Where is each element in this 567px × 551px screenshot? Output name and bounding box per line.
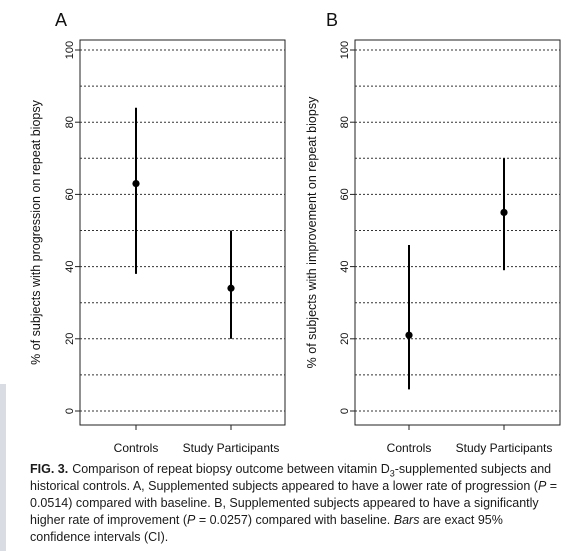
y-tick-label: 100 [64,41,76,59]
point-estimate [227,284,235,292]
caption-text-2: -supplemented subjects and historical co… [30,462,552,493]
caption-bars: Bars [393,513,420,527]
x-tick-label: Study Participants [183,441,280,455]
caption-p-2: P [187,513,196,527]
y-tick-label: 60 [64,188,76,200]
x-tick-label: Study Participants [456,441,553,455]
figure-caption: FIG. 3. Comparison of repeat biopsy outco… [30,461,560,546]
side-strip [0,384,6,551]
y-tick-label: 100 [339,41,351,59]
panel-a: A 0 20 40 60 80 100 % of subjects with progress… [29,10,286,455]
y-tick-label: 20 [339,333,351,345]
panel-letter: A [55,10,67,30]
y-tick-label: 40 [339,260,351,272]
y-tick-label: 0 [339,408,351,414]
y-tick-label: 40 [64,260,76,272]
figure: A 0 20 40 60 80 100 % of subjects with progress… [29,10,561,455]
caption-sub-1: 3 [389,468,395,479]
y-tick-label: 80 [339,116,351,128]
caption-text-5: are exact 95% confidence intervals (CI). [30,513,503,544]
caption-text-3: = 0.0514) compared with baseline. B, Sup… [30,479,558,527]
x-tick-label: Controls [387,441,432,455]
x-tick-label: Controls [114,441,159,455]
caption-text-4: = 0.0257) compared with baseline. [195,513,394,527]
y-tick-label: 80 [64,116,76,128]
caption-p-1: P [537,479,547,493]
panel-letter: B [326,10,338,30]
panel-b: B 0 20 40 60 80 100 % of subjects with improvem… [305,10,561,455]
y-axis-label: % of subjects with progression on repeat… [29,99,43,364]
y-axis-label: % of subjects with improvement on repeat… [305,96,319,368]
point-estimate [500,208,508,217]
point-estimate [132,179,140,188]
caption-fig-label: FIG. 3. [30,462,69,476]
y-tick-label: 0 [64,408,76,414]
y-tick-label: 60 [339,188,351,200]
plot-frame [354,39,561,426]
caption-text-1: Comparison of repeat biopsy outcome betw… [72,462,390,476]
y-tick-label: 20 [64,333,76,345]
plot-frame [79,39,286,426]
point-estimate [405,331,413,339]
